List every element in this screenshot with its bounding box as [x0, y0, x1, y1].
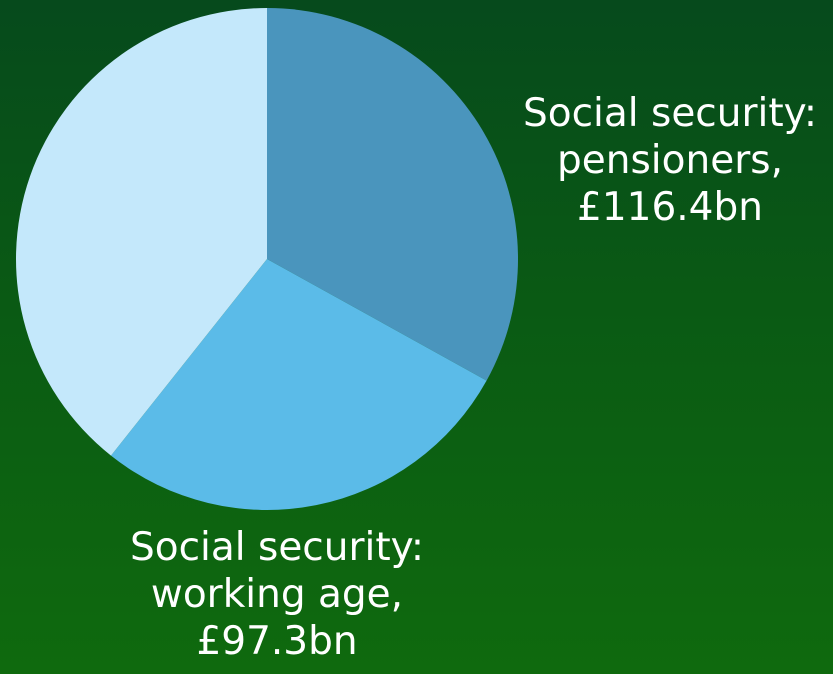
- pie-slice-working-age: [110, 259, 487, 510]
- slice-label-pensioners: Social security: pensioners, £116.4bn: [514, 90, 826, 231]
- pie-slice-pensioners: [267, 8, 518, 381]
- pie-slices: [16, 8, 518, 510]
- slice-label-pensioners-line-2: pensioners,: [557, 138, 783, 183]
- slice-label-working-age: Social security: working age, £97.3bn: [118, 524, 436, 665]
- slice-label-working-age-line-1: Social security:: [129, 525, 425, 570]
- slice-label-working-age-line-3: £97.3bn: [196, 619, 358, 664]
- slice-label-pensioners-line-1: Social security:: [522, 91, 818, 136]
- pie-slice-other: [16, 8, 267, 456]
- slice-label-working-age-line-2: working age,: [150, 572, 404, 617]
- slice-label-pensioners-line-3: £116.4bn: [577, 185, 763, 230]
